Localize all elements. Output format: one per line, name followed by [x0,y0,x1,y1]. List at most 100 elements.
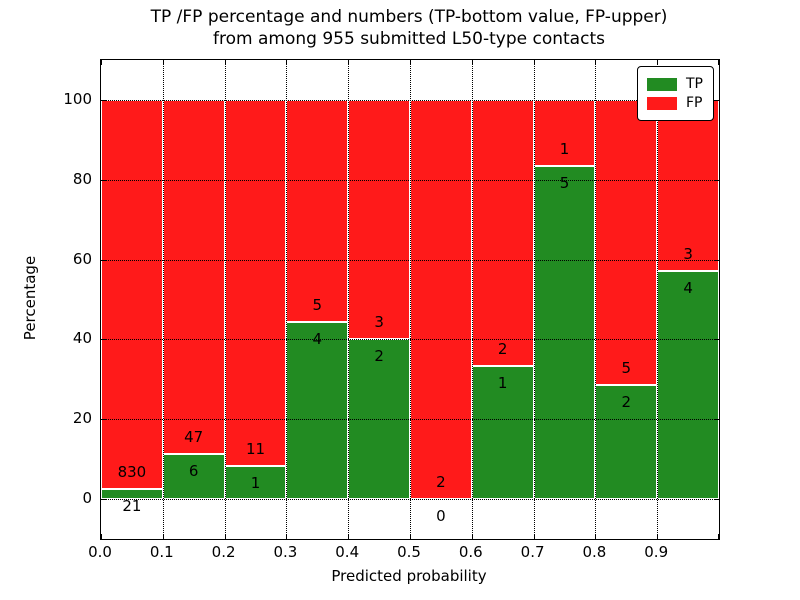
bar-fp-segment [657,99,719,271]
y-axis-label: Percentage [21,255,39,341]
x-tick-mark [718,534,719,539]
x-tick-mark [162,534,164,539]
gridline-vertical [348,60,350,539]
gridline-vertical [224,60,226,539]
y-tick-mark [714,419,719,421]
gridline-vertical [410,60,411,539]
chart-title-line1: TP /FP percentage and numbers (TP-bottom… [150,7,668,27]
bar-fp-segment [224,99,287,466]
bar-tp-segment [595,385,658,500]
tp-count-label: 6 [188,461,199,480]
gridline-vertical [162,60,164,539]
bar-tp-segment [471,366,534,500]
x-tick-mark [471,534,473,539]
x-tick-mark [224,534,226,539]
tp-count-label: 5 [559,174,570,193]
gridline-vertical [533,60,535,539]
y-tick-mark [714,179,719,181]
y-tick-label: 0 [82,489,92,508]
legend-swatch-tp [647,77,677,91]
x-tick-mark [286,534,288,539]
x-tick-mark [718,60,719,65]
x-tick-mark [533,60,535,65]
bar-fp-segment [410,99,472,500]
x-tick-mark [286,60,288,65]
x-axis-label: Predicted probability [331,567,487,585]
y-tick-mark [714,499,719,501]
x-tick-label: 0.5 [397,543,421,561]
x-tick-mark [595,60,597,65]
fp-count-label: 3 [683,245,693,264]
y-tick-mark [714,339,719,341]
y-tick-mark [101,419,106,421]
tp-count-label: 2 [374,347,384,366]
bar-tp-segment [533,166,596,500]
x-tick-mark [533,534,535,539]
plot-area: TP FP 830 21 47 6 11 1 5 4 3 2 2 0 2 1 1 5 5 2 3 4 [100,59,720,540]
x-tick-mark [595,534,597,539]
x-tick-mark [224,60,226,65]
x-tick-mark [162,60,164,65]
x-tick-mark [348,534,350,539]
gridline-vertical [286,60,288,539]
bar-fp-segment [471,99,534,367]
fp-count-label: 47 [184,427,204,446]
fp-count-label: 1 [559,140,570,159]
gridline-vertical [595,60,597,539]
legend-swatch-fp [647,96,677,110]
y-tick-mark [101,179,106,181]
y-tick-label: 60 [72,249,92,268]
bar-fp-segment [595,99,658,386]
x-tick-label: 0.1 [149,543,174,561]
gridline-vertical [471,60,473,539]
tp-count-label: 21 [122,497,142,516]
tp-count-label: 1 [250,473,261,492]
legend-row: FP [647,95,703,111]
x-tick-mark [101,60,102,65]
fp-count-label: 5 [312,295,323,314]
bar-fp-segment [286,99,349,322]
chart-title-line2: from among 955 submitted L50-type contac… [213,29,605,49]
fp-count-label: 2 [497,340,508,359]
y-tick-mark [101,259,106,261]
bar-fp-segment [101,99,163,490]
x-tick-mark [101,534,102,539]
bar-tp-segment [162,453,225,500]
bar-fp-segment [348,99,410,340]
tp-count-label: 0 [436,507,446,526]
y-tick-label: 80 [72,169,92,188]
y-tick-mark [101,99,106,101]
fp-count-label: 3 [374,313,384,332]
y-tick-mark [101,499,106,501]
y-tick-label: 20 [72,409,92,428]
tp-count-label: 2 [621,393,632,412]
x-tick-mark [410,60,411,65]
y-tick-label: 100 [63,89,92,108]
x-tick-label: 0.8 [582,543,607,561]
y-tick-mark [101,339,106,341]
x-tick-label: 0.6 [458,543,483,561]
tp-count-label: 4 [683,278,693,297]
bar-tp-segment [101,489,163,500]
fp-count-label: 5 [621,359,632,378]
legend-label-fp: FP [686,95,703,111]
x-tick-mark [657,534,659,539]
x-tick-label: 0.4 [335,543,360,561]
bar-tp-segment [657,270,719,500]
fp-count-label: 11 [245,439,266,458]
fp-count-label: 830 [117,463,147,482]
legend-label-tp: TP [686,76,703,92]
legend-row: TP [647,76,703,92]
x-tick-mark [657,60,659,65]
x-tick-mark [410,534,411,539]
x-tick-mark [471,60,473,65]
y-tick-mark [714,99,719,101]
tp-count-label: 1 [497,374,508,393]
x-tick-label: 0.3 [273,543,298,561]
x-tick-label: 0.7 [520,543,545,561]
bar-tp-segment [286,321,349,500]
x-tick-label: 0.9 [644,543,669,561]
gridline-vertical [657,60,659,539]
tp-count-label: 4 [312,329,323,348]
